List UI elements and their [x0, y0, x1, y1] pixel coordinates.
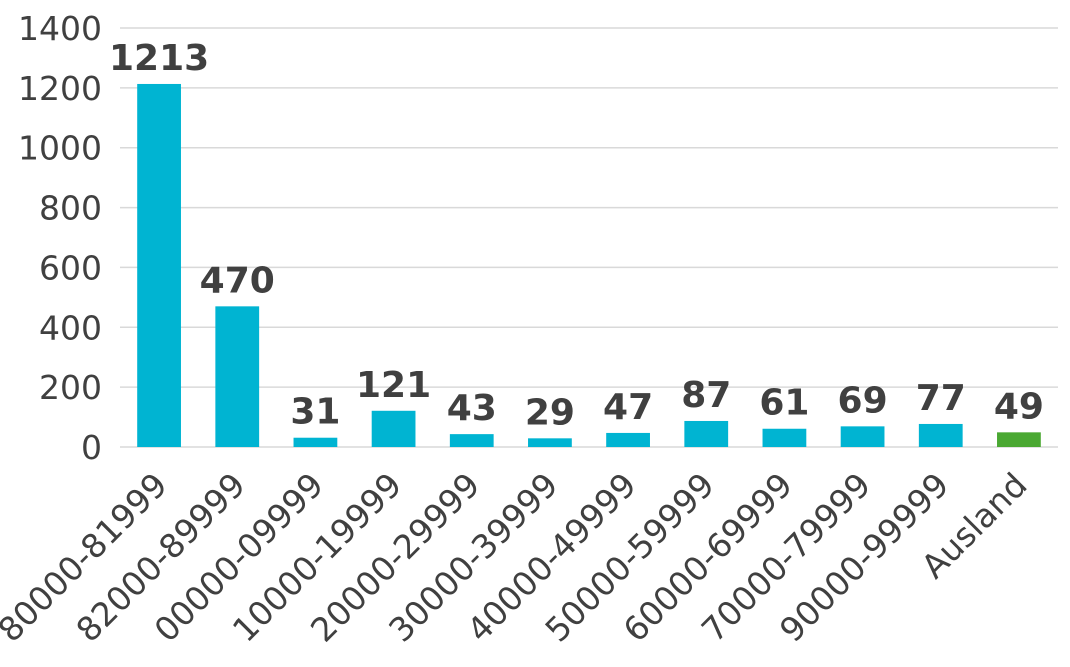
data-label: 31	[290, 392, 340, 433]
x-axis-categories: 80000-8199982000-8999900000-0999910000-1…	[0, 465, 1035, 649]
bar-ausland	[997, 432, 1041, 447]
bar-82000-89999	[215, 306, 260, 447]
data-label: 61	[759, 383, 809, 424]
y-tick-label: 1000	[18, 129, 102, 168]
data-label: 69	[838, 380, 888, 421]
data-labels: 1213 470 31 121 43 29 47 87 61 69 77 49	[109, 38, 1044, 433]
bars	[137, 83, 1041, 447]
data-label: 1213	[109, 38, 209, 79]
bar-40000-49999	[606, 432, 650, 447]
data-label: 470	[200, 260, 275, 301]
y-tick-label: 400	[39, 308, 102, 347]
data-label: 47	[603, 387, 653, 428]
bar-10000-19999	[371, 410, 416, 447]
data-label: 87	[681, 375, 731, 416]
y-tick-label: 600	[39, 248, 102, 287]
y-tick-label: 1400	[18, 9, 102, 48]
bar-70000-79999	[840, 426, 885, 447]
bar-00000-09999	[293, 437, 338, 447]
bar-20000-29999	[449, 434, 494, 447]
data-label: 29	[525, 392, 575, 433]
bar-80000-81999	[137, 83, 181, 447]
y-tick-label: 800	[39, 189, 102, 228]
bar-90000-99999	[918, 423, 963, 447]
bar-50000-59999	[684, 420, 729, 447]
gridlines	[120, 27, 1058, 448]
data-label: 43	[447, 388, 497, 429]
y-tick-label: 1200	[18, 69, 102, 108]
y-tick-label: 0	[81, 428, 102, 467]
bar-60000-69999	[762, 428, 807, 447]
bar-30000-39999	[528, 438, 572, 447]
y-tick-label: 200	[39, 368, 102, 407]
data-label: 49	[994, 386, 1044, 427]
y-axis-ticks: 0 200 400 600 800 1000 1200 1400	[18, 9, 102, 467]
data-label: 121	[356, 365, 431, 406]
data-label: 77	[916, 378, 966, 419]
